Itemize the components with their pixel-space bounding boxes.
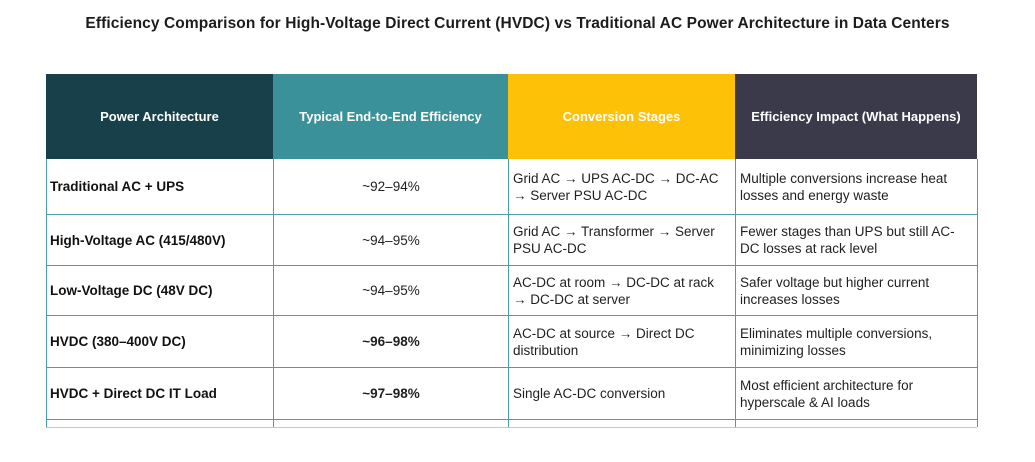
column-header-conversion-stages: Conversion Stages: [508, 74, 735, 159]
cell-architecture: Traditional AC + UPS: [47, 159, 274, 215]
comparison-table: Power Architecture Typical End-to-End Ef…: [46, 74, 978, 428]
table-header-row: Power Architecture Typical End-to-End Ef…: [46, 74, 977, 159]
table-row: HVDC + Direct DC IT Load ~97–98% Single …: [47, 368, 978, 420]
cell-conversion-stages: Grid AC → Transformer → Server PSU AC-DC: [509, 215, 736, 266]
cell-efficiency-impact: Eliminates multiple conversions, minimiz…: [736, 316, 978, 368]
cell-conversion-stages: Grid AC → UPS AC-DC → DC-AC → Server PSU…: [509, 159, 736, 215]
cell-efficiency: ~97–98%: [274, 368, 509, 420]
cell-architecture: HVDC (380–400V DC): [47, 316, 274, 368]
cell-efficiency-impact: Most efficient architecture for hypersca…: [736, 368, 978, 420]
cell-architecture: High-Voltage AC (415/480V): [47, 215, 274, 266]
cell-efficiency: ~94–95%: [274, 266, 509, 316]
cell-conversion-stages: AC-DC at room → DC-DC at rack → DC-DC at…: [509, 266, 736, 316]
cell-architecture: Low-Voltage DC (48V DC): [47, 266, 274, 316]
cell-efficiency-impact: Safer voltage but higher current increas…: [736, 266, 978, 316]
bottom-strip-cell: [509, 420, 736, 427]
cell-efficiency: ~94–95%: [274, 215, 509, 266]
table-row: Traditional AC + UPS ~92–94% Grid AC → U…: [47, 159, 978, 215]
table-row: High-Voltage AC (415/480V) ~94–95% Grid …: [47, 215, 978, 266]
bottom-strip-cell: [47, 420, 274, 427]
table-row: Low-Voltage DC (48V DC) ~94–95% AC-DC at…: [47, 266, 978, 316]
bottom-strip-cell: [274, 420, 509, 427]
column-header-efficiency-impact: Efficiency Impact (What Happens): [735, 74, 977, 159]
cell-efficiency-impact: Fewer stages than UPS but still AC-DC lo…: [736, 215, 978, 266]
column-header-efficiency: Typical End-to-End Efficiency: [273, 74, 508, 159]
cell-architecture: HVDC + Direct DC IT Load: [47, 368, 274, 420]
table-body: Traditional AC + UPS ~92–94% Grid AC → U…: [46, 159, 978, 420]
table-bottom-strip: [46, 420, 978, 428]
table-row: HVDC (380–400V DC) ~96–98% AC-DC at sour…: [47, 316, 978, 368]
cell-conversion-stages: Single AC-DC conversion: [509, 368, 736, 420]
cell-conversion-stages: AC-DC at source → Direct DC distribution: [509, 316, 736, 368]
cell-efficiency: ~92–94%: [274, 159, 509, 215]
cell-efficiency-impact: Multiple conversions increase heat losse…: [736, 159, 978, 215]
cell-efficiency: ~96–98%: [274, 316, 509, 368]
bottom-strip-cell: [736, 420, 978, 427]
page-title: Efficiency Comparison for High-Voltage D…: [85, 15, 950, 32]
column-header-power-architecture: Power Architecture: [46, 74, 273, 159]
